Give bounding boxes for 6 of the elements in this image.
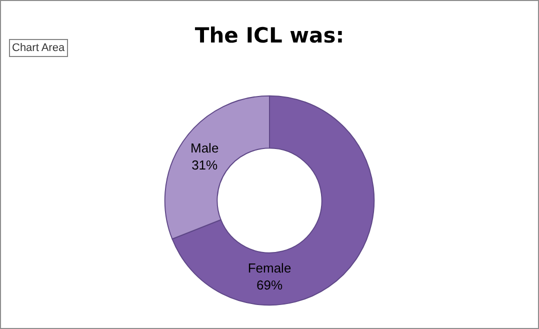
data-label: 69%: [256, 277, 283, 292]
data-label: 31%: [192, 157, 218, 172]
text: Chart Area: [12, 42, 66, 54]
slice-label: Male: [190, 140, 219, 156]
chart-title: The ICL was:: [194, 24, 344, 48]
slice-label: Female: [248, 260, 292, 276]
